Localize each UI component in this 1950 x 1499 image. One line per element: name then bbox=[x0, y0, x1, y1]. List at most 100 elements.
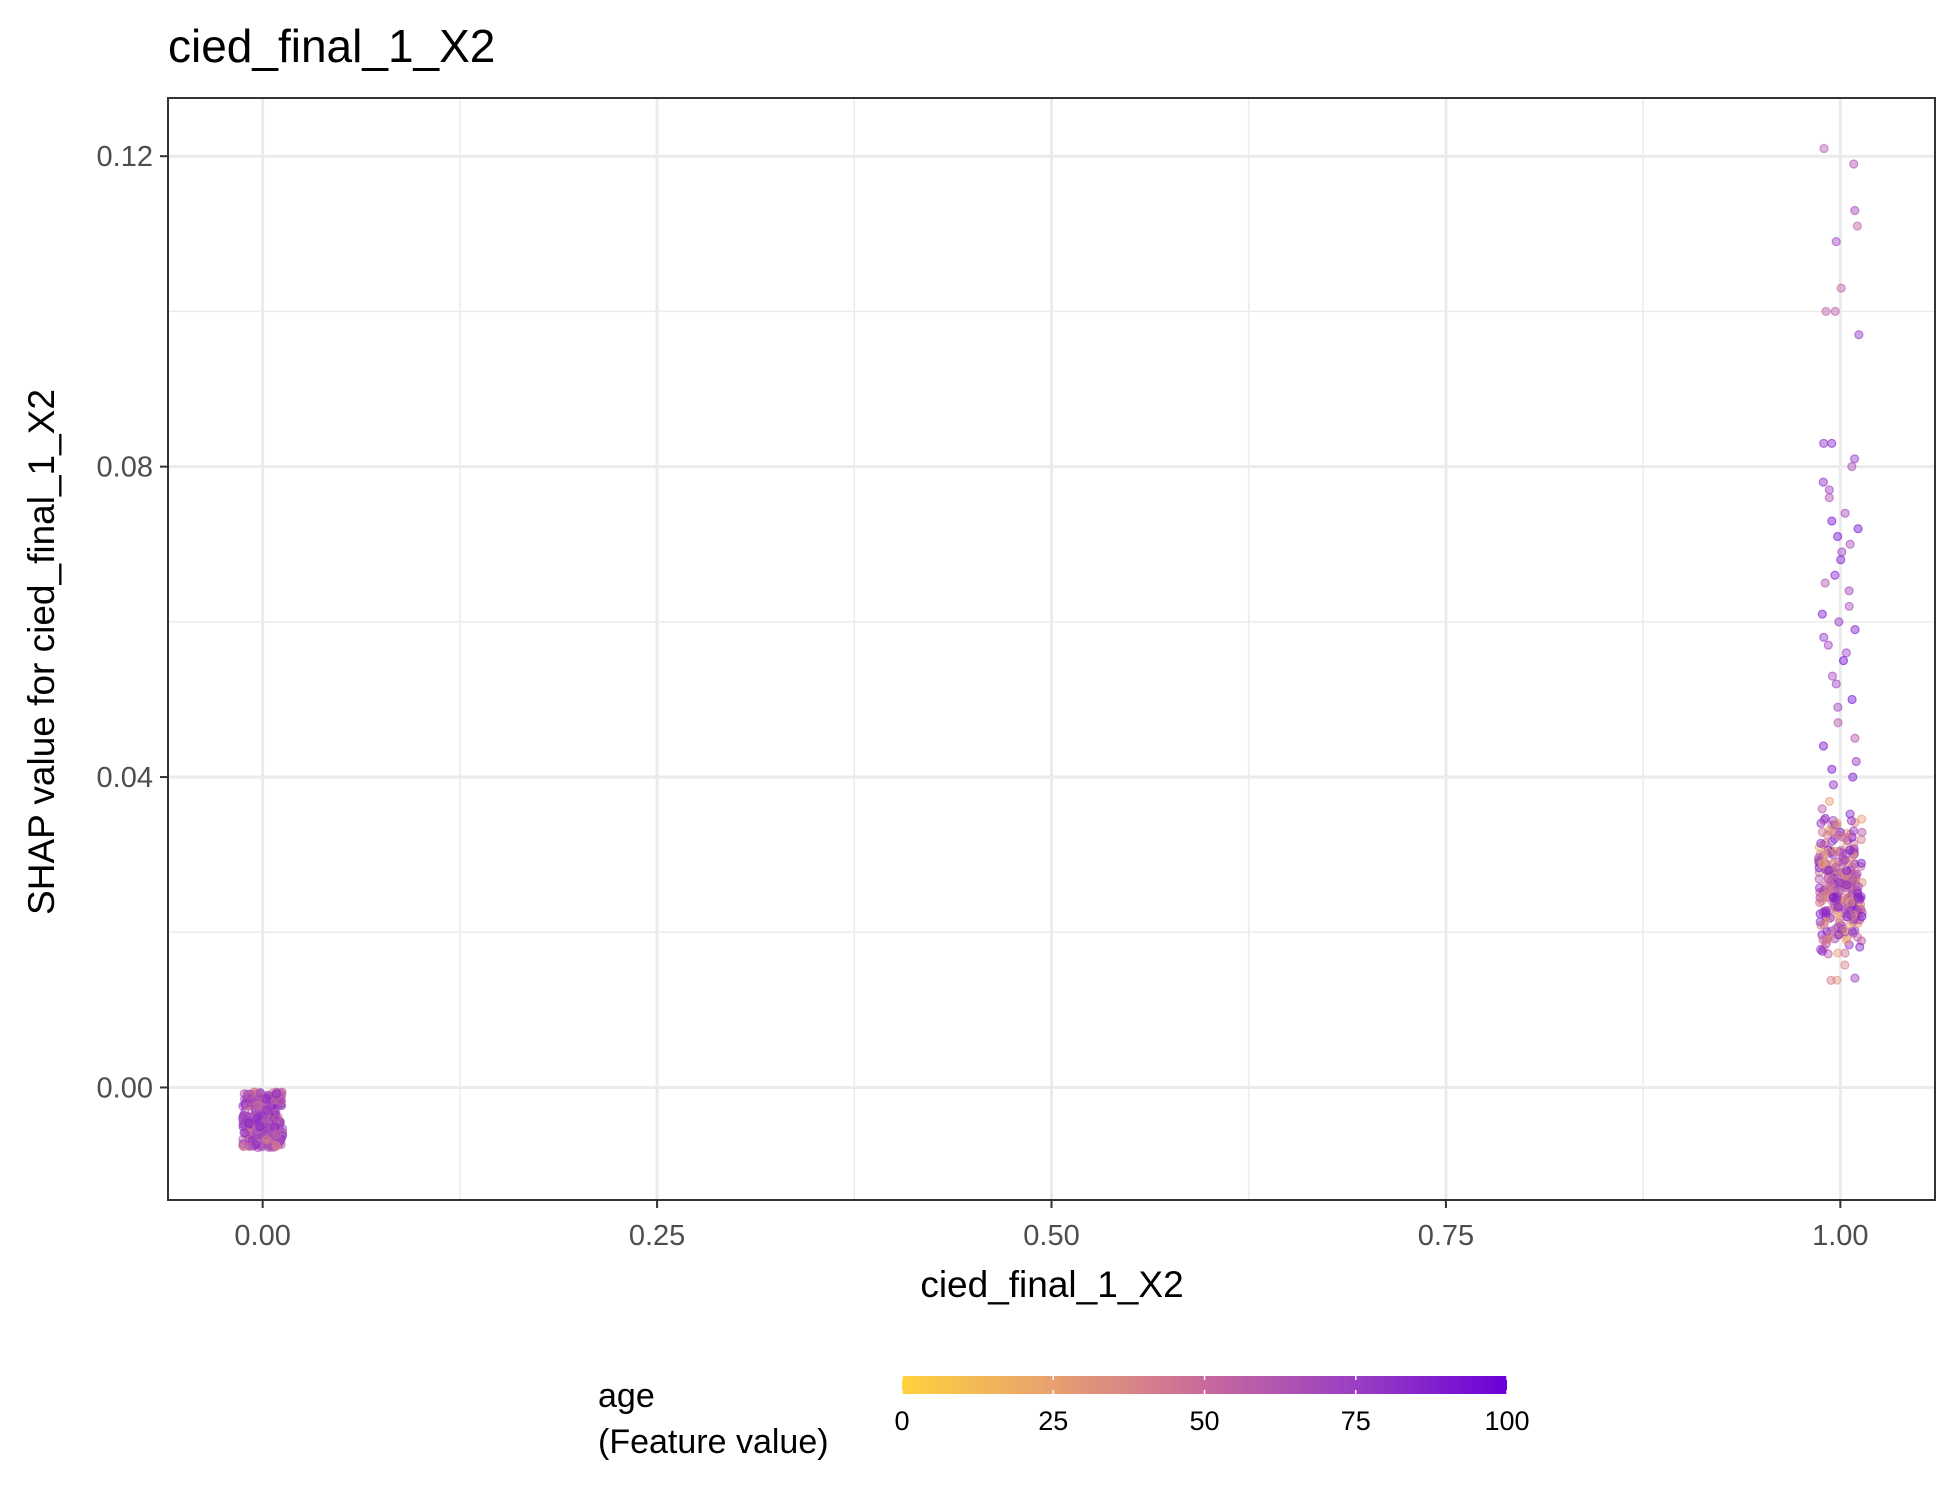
data-point bbox=[1827, 516, 1837, 526]
data-point bbox=[1842, 935, 1852, 946]
data-point bbox=[1831, 679, 1841, 689]
data-point bbox=[1840, 508, 1850, 518]
data-point bbox=[247, 1111, 258, 1122]
y-axis-title: SHAP value for cied_final_1_X2 bbox=[21, 389, 62, 915]
data-point bbox=[1814, 874, 1824, 884]
data-point bbox=[1836, 283, 1846, 293]
data-point bbox=[1845, 845, 1855, 855]
data-point bbox=[1815, 897, 1825, 908]
data-point bbox=[1827, 836, 1837, 846]
legend-tick-label: 75 bbox=[1341, 1406, 1371, 1436]
data-point bbox=[253, 1135, 263, 1145]
data-point bbox=[1848, 850, 1858, 860]
data-point bbox=[1831, 862, 1841, 873]
x-tick-label: 0.75 bbox=[1418, 1220, 1474, 1252]
chart-title: cied_final_1_X2 bbox=[168, 20, 495, 72]
data-point bbox=[1829, 828, 1839, 838]
data-point bbox=[271, 1141, 282, 1151]
data-point bbox=[1838, 656, 1849, 666]
data-point bbox=[1831, 846, 1841, 856]
data-point bbox=[238, 1141, 248, 1151]
data-point bbox=[1828, 780, 1839, 790]
data-point bbox=[1842, 912, 1852, 922]
data-point bbox=[272, 1113, 282, 1123]
data-point bbox=[1825, 931, 1835, 941]
color-legend: age (Feature value) 0 25 50 75 100 bbox=[598, 1376, 1530, 1461]
data-point bbox=[1818, 477, 1828, 487]
data-point bbox=[1833, 922, 1843, 932]
data-point bbox=[244, 1141, 254, 1152]
data-point bbox=[1842, 880, 1852, 890]
data-point bbox=[1817, 827, 1827, 837]
data-point bbox=[1824, 796, 1835, 807]
legend-tick-label: 0 bbox=[894, 1406, 909, 1436]
points-layer bbox=[238, 143, 1867, 1153]
data-point bbox=[1836, 555, 1846, 565]
data-point bbox=[1845, 809, 1855, 819]
data-point bbox=[1833, 902, 1843, 912]
data-point bbox=[1850, 880, 1861, 890]
data-point bbox=[1840, 948, 1850, 958]
data-point bbox=[1824, 493, 1834, 503]
data-point bbox=[1833, 702, 1843, 712]
data-point bbox=[1849, 826, 1859, 836]
data-point bbox=[1850, 973, 1860, 983]
data-point bbox=[1847, 694, 1857, 705]
data-point bbox=[1840, 960, 1850, 970]
data-point bbox=[1856, 858, 1866, 868]
data-point bbox=[1817, 858, 1827, 869]
data-point bbox=[1818, 935, 1828, 945]
data-point bbox=[243, 1118, 254, 1128]
data-point bbox=[1824, 485, 1834, 495]
data-point bbox=[1849, 454, 1860, 464]
data-point bbox=[1850, 869, 1860, 879]
data-point bbox=[1833, 718, 1843, 728]
data-point bbox=[1855, 942, 1865, 952]
data-point bbox=[1823, 640, 1833, 650]
data-point bbox=[1856, 862, 1866, 872]
x-tick-label: 0.00 bbox=[234, 1220, 290, 1252]
legend-title-line2: (Feature value) bbox=[598, 1423, 829, 1461]
data-point bbox=[1833, 531, 1843, 542]
y-tick-label: 0.04 bbox=[97, 762, 153, 794]
data-point bbox=[1846, 897, 1856, 907]
data-point bbox=[1816, 944, 1826, 955]
data-point bbox=[1853, 892, 1863, 903]
legend-tick-label: 25 bbox=[1038, 1406, 1068, 1436]
data-point bbox=[1857, 814, 1867, 824]
data-point bbox=[1832, 818, 1842, 828]
data-point bbox=[1816, 838, 1826, 848]
data-point bbox=[1831, 236, 1841, 247]
legend-tick-label: 100 bbox=[1484, 1406, 1529, 1436]
data-point bbox=[1827, 438, 1837, 448]
y-tick-label: 0.00 bbox=[97, 1072, 153, 1104]
data-point bbox=[252, 1100, 262, 1110]
x-tick-label: 1.00 bbox=[1812, 1220, 1868, 1252]
data-point bbox=[1819, 143, 1829, 154]
data-point bbox=[1837, 547, 1847, 557]
data-point bbox=[1857, 911, 1867, 922]
data-point bbox=[1818, 741, 1829, 751]
data-point bbox=[1833, 948, 1843, 958]
data-point bbox=[1841, 866, 1852, 876]
data-point bbox=[1850, 733, 1860, 743]
data-point bbox=[269, 1129, 279, 1139]
data-point bbox=[1819, 438, 1829, 448]
data-point bbox=[1850, 624, 1860, 635]
data-point bbox=[261, 1094, 271, 1104]
data-point bbox=[1845, 539, 1855, 549]
data-point bbox=[1854, 330, 1864, 340]
data-point bbox=[1846, 816, 1857, 826]
data-point bbox=[1852, 221, 1862, 231]
data-point bbox=[1856, 834, 1866, 845]
data-point bbox=[1848, 928, 1859, 938]
data-point bbox=[271, 1088, 282, 1099]
data-point bbox=[1853, 524, 1863, 534]
data-point bbox=[1834, 617, 1844, 627]
data-point bbox=[1849, 159, 1859, 169]
data-point bbox=[1821, 906, 1831, 916]
data-point bbox=[1844, 586, 1854, 596]
data-point bbox=[1847, 462, 1857, 472]
x-tick-label: 0.50 bbox=[1023, 1220, 1079, 1252]
